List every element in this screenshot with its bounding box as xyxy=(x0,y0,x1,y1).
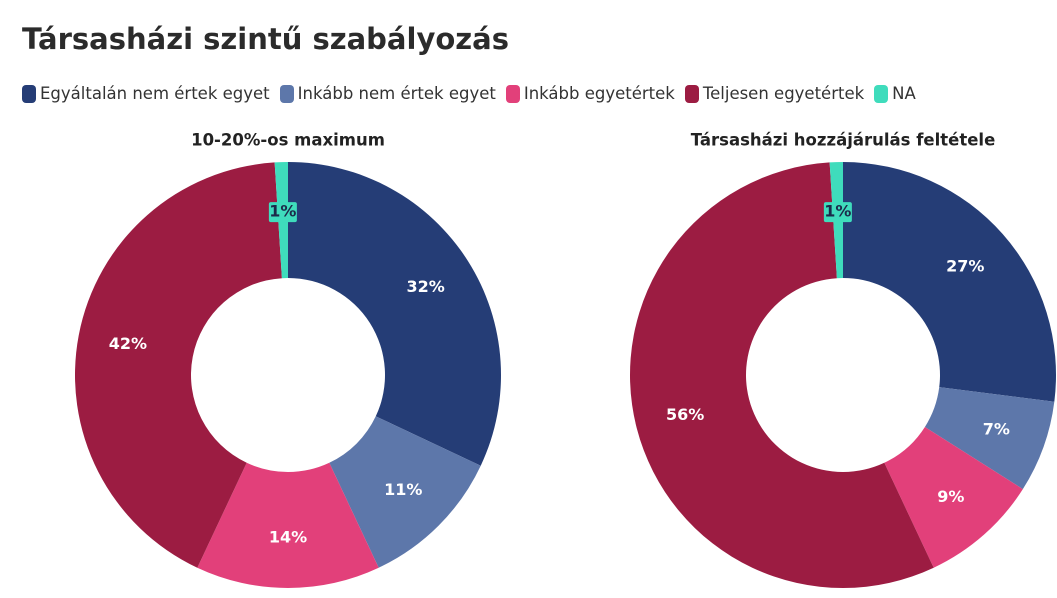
legend-item: Inkább nem értek egyet xyxy=(279,84,496,103)
legend-label: Egyáltalán nem értek egyet xyxy=(40,84,270,103)
slice xyxy=(843,162,1056,402)
slice xyxy=(75,162,282,568)
data-label: 56% xyxy=(666,405,704,424)
page-title: Társasházi szintű szabályozás xyxy=(22,22,509,56)
legend-label: Teljesen egyetértek xyxy=(702,84,865,103)
data-label: 9% xyxy=(937,487,964,506)
data-label: 32% xyxy=(406,277,444,296)
label-background xyxy=(268,202,297,223)
legend-label: Inkább nem értek egyet xyxy=(297,84,496,103)
slice xyxy=(924,387,1055,490)
legend-swatch xyxy=(684,84,699,103)
legend-item: NA xyxy=(874,84,916,103)
legend-label: NA xyxy=(892,84,916,103)
data-label: 1% xyxy=(269,202,296,221)
chart-title: 10-20%-os maximum xyxy=(191,131,385,150)
data-label: 7% xyxy=(983,420,1010,439)
slice xyxy=(288,162,501,466)
legend-swatch xyxy=(279,84,294,103)
data-label: 27% xyxy=(946,257,984,276)
slice xyxy=(630,162,934,589)
chart-title: Társasházi hozzájárulás feltétele xyxy=(691,131,996,150)
legend-swatch xyxy=(505,84,520,103)
data-label: 11% xyxy=(384,480,422,499)
legend-swatch xyxy=(874,84,889,103)
legend-item: Teljesen egyetértek xyxy=(684,84,865,103)
legend: Egyáltalán nem értek egyet Inkább nem ért… xyxy=(22,84,916,103)
data-label: 42% xyxy=(109,334,147,353)
legend-label: Inkább egyetértek xyxy=(523,84,675,103)
slice xyxy=(197,462,379,588)
slice xyxy=(329,416,481,568)
label-background xyxy=(823,202,852,223)
data-label: 14% xyxy=(269,528,307,547)
data-label: 1% xyxy=(824,202,851,221)
legend-swatch xyxy=(22,84,36,103)
legend-item: Inkább egyetértek xyxy=(505,84,675,103)
legend-item: Egyáltalán nem értek egyet xyxy=(22,84,270,103)
slice xyxy=(884,426,1023,568)
